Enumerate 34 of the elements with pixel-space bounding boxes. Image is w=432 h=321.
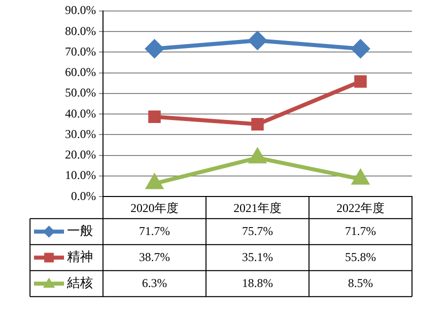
point	[352, 170, 369, 185]
data-label: 8.5%	[348, 276, 373, 290]
legend-label: 結核	[66, 275, 93, 290]
data-label: 71.7%	[345, 224, 376, 238]
x-tick-label: 2022年度	[336, 200, 384, 215]
point	[248, 31, 266, 50]
y-tick-label: 90.0%	[64, 3, 96, 18]
data-label: 75.7%	[242, 224, 273, 238]
y-tick-label: 0.0%	[70, 188, 96, 203]
y-tick-label: 30.0%	[64, 126, 96, 141]
point	[352, 40, 370, 58]
point	[146, 174, 163, 190]
data-label: 38.7%	[138, 250, 170, 264]
y-tick-label: 60.0%	[64, 65, 96, 80]
y-tick-label: 10.0%	[64, 168, 96, 182]
y-tick-label: 70.0%	[64, 44, 96, 58]
point	[251, 118, 264, 130]
point	[148, 110, 161, 124]
point	[145, 40, 164, 58]
point	[354, 75, 367, 88]
y-tick-label: 20.0%	[64, 148, 96, 162]
data-label: 35.1%	[242, 250, 273, 264]
y-tick-label: 40.0%	[64, 106, 96, 120]
x-tick-label: 2020年度	[130, 200, 178, 215]
data-label: 18.8%	[242, 276, 273, 290]
point	[249, 148, 266, 164]
data-label: 55.8%	[345, 250, 376, 264]
x-tick-label: 2021年度	[234, 200, 282, 215]
data-label: 71.7%	[138, 224, 170, 238]
y-tick-label: 50.0%	[64, 86, 96, 100]
data-label: 6.3%	[142, 276, 167, 290]
legend-label: 精神	[67, 249, 93, 264]
legend-label: 一般	[67, 223, 93, 238]
y-tick-label: 80.0%	[64, 24, 96, 38]
